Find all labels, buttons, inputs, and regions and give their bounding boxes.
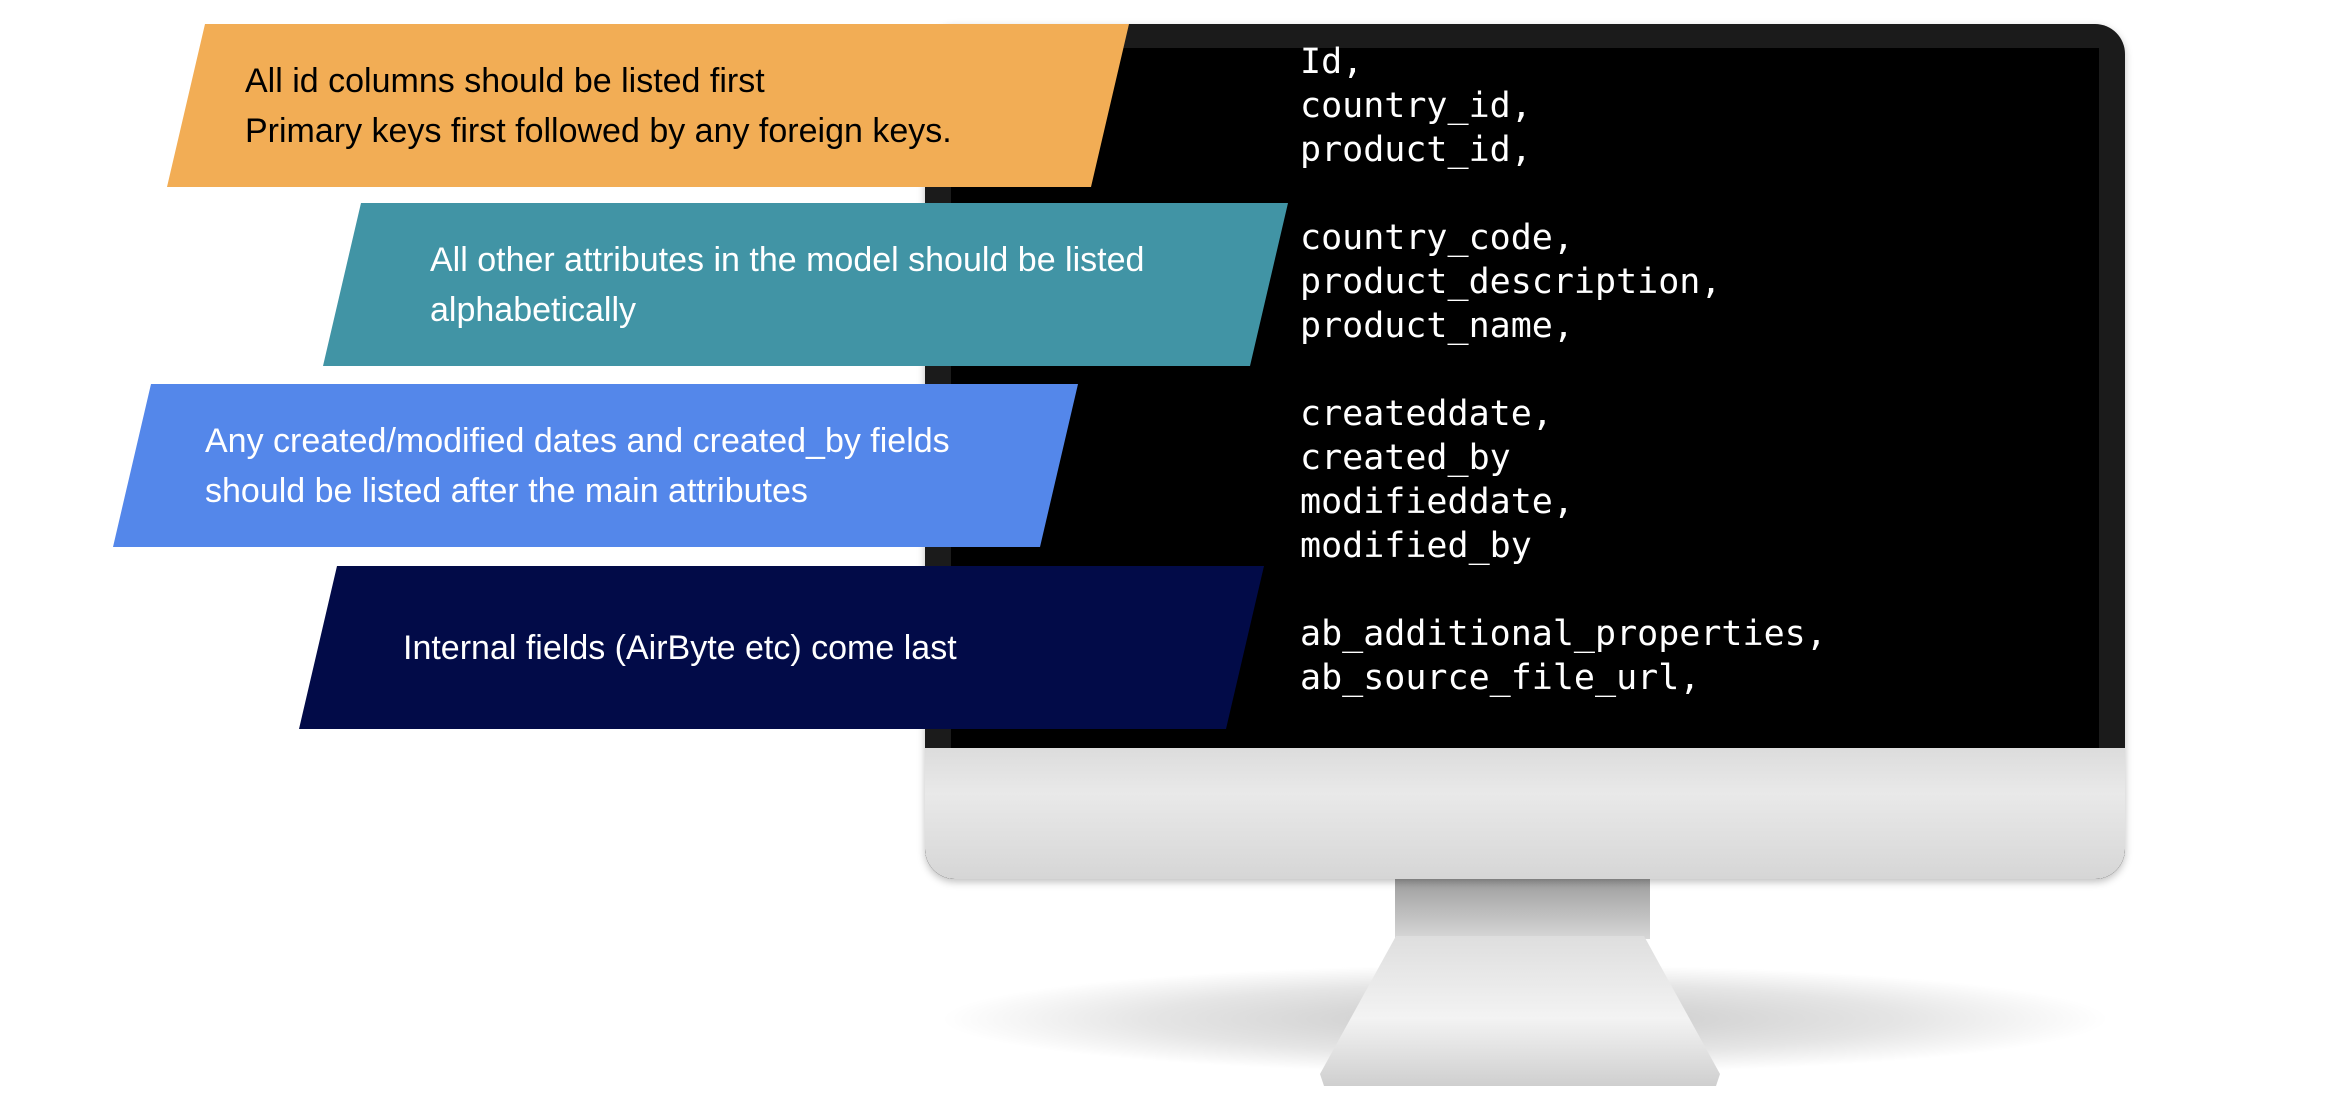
- code-line: modified_by: [1300, 526, 1532, 566]
- code-line: ab_additional_properties,: [1300, 614, 1827, 654]
- banner-audit-fields: Any created/modified dates and created_b…: [113, 384, 1078, 547]
- banner-internal-fields: Internal fields (AirByte etc) come last: [299, 566, 1264, 729]
- banner-line: alphabetically: [430, 290, 637, 329]
- code-line: product_description,: [1300, 262, 1722, 302]
- code-line: ab_source_file_url,: [1300, 658, 1701, 698]
- banner-other-attributes: All other attributes in the model should…: [323, 203, 1288, 366]
- code-line: created_by: [1300, 438, 1511, 478]
- code-group-internal-fields: ab_additional_properties, ab_source_file…: [1300, 612, 2100, 700]
- banner-line: Primary keys first followed by any forei…: [245, 111, 952, 150]
- monitor-chin: [925, 748, 2125, 879]
- code-line: modifieddate,: [1300, 482, 1574, 522]
- banner-id-columns: All id columns should be listed first Pr…: [167, 24, 1129, 187]
- column-order-code: Id, country_id, product_id, country_code…: [1300, 40, 2100, 744]
- code-group-attributes: country_code, product_description, produ…: [1300, 216, 2100, 348]
- code-line: product_id,: [1300, 130, 1532, 170]
- monitor-stand-neck: [1395, 879, 1650, 939]
- banner-line: Any created/modified dates and created_b…: [205, 421, 950, 460]
- banner-text: All id columns should be listed first Pr…: [245, 56, 952, 156]
- code-line: product_name,: [1300, 306, 1574, 346]
- code-line: country_id,: [1300, 86, 1532, 126]
- code-line: country_code,: [1300, 218, 1574, 258]
- code-group-ids: Id, country_id, product_id,: [1300, 40, 2100, 172]
- code-line: Id,: [1300, 42, 1364, 82]
- banner-text: Any created/modified dates and created_b…: [205, 416, 950, 516]
- banner-line: Internal fields (AirByte etc) come last: [403, 628, 957, 667]
- code-group-audit-fields: createddate, created_by modifieddate, mo…: [1300, 392, 2100, 568]
- banner-line: should be listed after the main attribut…: [205, 471, 808, 510]
- banner-line: All id columns should be listed first: [245, 61, 765, 100]
- banner-text: All other attributes in the model should…: [430, 235, 1144, 335]
- monitor-stand-foot: [1320, 936, 1720, 1086]
- code-line: createddate,: [1300, 394, 1553, 434]
- banner-line: All other attributes in the model should…: [430, 240, 1145, 279]
- banner-text: Internal fields (AirByte etc) come last: [403, 623, 957, 673]
